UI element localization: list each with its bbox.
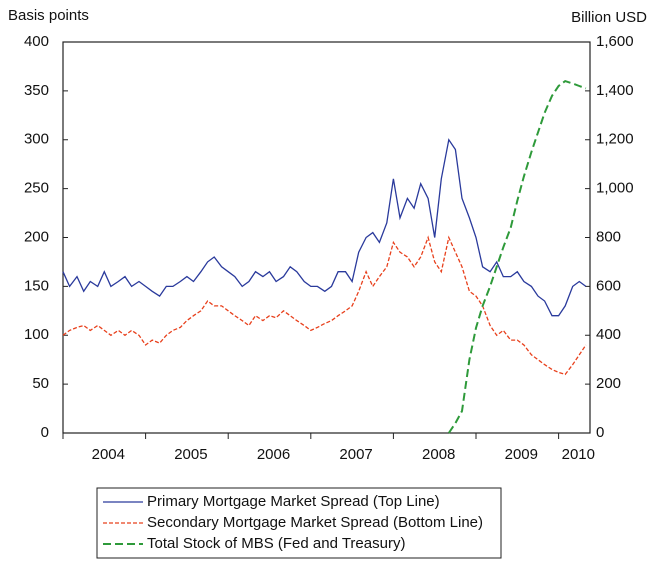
legend-box: [96, 487, 502, 559]
y-tick-label: 100: [24, 326, 49, 343]
y2-tick-label: 1,000: [596, 180, 634, 197]
x-tick-label: 2004: [92, 446, 125, 463]
y2-tick-label: 0: [596, 424, 604, 441]
plot-frame: [62, 41, 591, 434]
y-tick-label: 300: [24, 131, 49, 148]
y2-axis-label: Billion USD: [571, 9, 647, 26]
y-tick-label: 50: [32, 375, 49, 392]
x-tick-label: 2009: [505, 446, 538, 463]
series-line: [62, 138, 587, 317]
y-tick-label: 400: [24, 33, 49, 50]
y2-tick-label: 1,600: [596, 33, 634, 50]
series-line: [447, 79, 587, 434]
y2-tick-label: 200: [596, 375, 621, 392]
y-tick-label: 200: [24, 228, 49, 245]
y2-tick-label: 1,400: [596, 82, 634, 99]
x-tick-label: 2006: [257, 446, 290, 463]
y2-tick-label: 1,200: [596, 131, 634, 148]
y-tick-label: 150: [24, 277, 49, 294]
x-tick-label: 2007: [339, 446, 372, 463]
y2-tick-label: 600: [596, 277, 621, 294]
y2-tick-label: 800: [596, 228, 621, 245]
x-tick-label: 2008: [422, 446, 455, 463]
legend-label: Total Stock of MBS (Fed and Treasury): [147, 535, 405, 552]
y-tick-label: 350: [24, 82, 49, 99]
x-tick-label: 2005: [174, 446, 207, 463]
y-axis-label: Basis points: [8, 7, 89, 24]
y2-tick-label: 400: [596, 326, 621, 343]
y-tick-label: 0: [41, 424, 49, 441]
series-line: [62, 235, 587, 376]
legend-label: Primary Mortgage Market Spread (Top Line…: [147, 493, 440, 510]
x-tick-label: 2010: [562, 446, 595, 463]
y-tick-label: 250: [24, 180, 49, 197]
legend-label: Secondary Mortgage Market Spread (Bottom…: [147, 514, 483, 531]
